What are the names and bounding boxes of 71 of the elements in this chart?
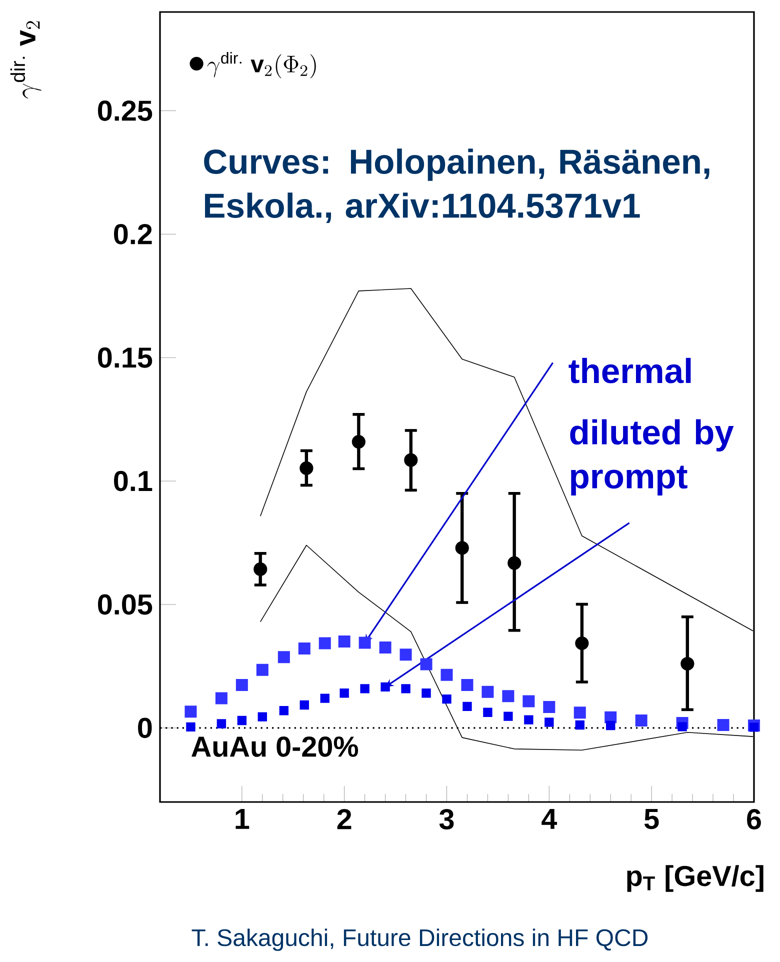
point: [184, 706, 197, 718]
point: [258, 712, 268, 722]
point: [338, 636, 350, 648]
x-tick-label: 2: [337, 809, 352, 830]
point: [508, 556, 522, 570]
point: [422, 688, 431, 698]
point: [298, 642, 310, 654]
point: [575, 636, 589, 650]
annotation: AuAu 0-20%: [192, 736, 358, 757]
point: [379, 641, 392, 654]
y-tick-label: 0.2: [114, 224, 152, 244]
point: [236, 678, 248, 691]
point: [543, 700, 556, 713]
y-tick-label: 0.25: [98, 100, 152, 121]
point: [401, 684, 410, 694]
point: [352, 435, 366, 449]
annotation: thermal: [568, 358, 691, 384]
point: [320, 694, 330, 703]
point: [574, 706, 586, 719]
point: [215, 692, 228, 704]
y-tick-label: 0.05: [98, 594, 152, 615]
point: [278, 651, 290, 664]
x-tick-label: 6: [747, 809, 761, 830]
point: [462, 702, 472, 712]
legend-label: $\gamma^{\mathrm{dir.}}\ \mathbf{v}_{2}(\Phi_{2})$: [207, 52, 316, 78]
point: [606, 720, 616, 730]
point: [575, 720, 584, 730]
point: [749, 722, 759, 732]
point: [680, 656, 694, 671]
y-tick-label: 0: [138, 718, 152, 738]
annotation: Curves: Holopainen, Räsänen, Eskola., arXiv:1104.5371v1: [204, 148, 710, 224]
point: [358, 636, 371, 649]
y-axis-title: $\gamma^{\mathrm{dir.}}\ \mathbf{v}_{2}$: [10, 21, 42, 99]
point: [300, 700, 309, 710]
point: [461, 678, 474, 691]
point: [186, 722, 196, 732]
point: [279, 706, 289, 716]
point: [256, 664, 268, 676]
point: [440, 668, 453, 681]
point: [400, 648, 412, 661]
x-tick-label: 5: [644, 809, 659, 830]
point: [318, 637, 331, 650]
x-tick-label: 1: [236, 809, 250, 829]
point: [524, 715, 534, 724]
x-tick-label: 3: [439, 809, 454, 830]
point: [300, 461, 314, 476]
point: [502, 690, 514, 702]
point: [635, 714, 648, 727]
point: [442, 694, 452, 704]
point: [360, 684, 370, 694]
point: [455, 541, 469, 555]
y-tick-label: 0.1: [114, 470, 152, 492]
point: [380, 682, 390, 692]
annotation: diluted by prompt: [570, 419, 734, 496]
y-tick-label: 0.15: [98, 347, 152, 368]
point: [544, 718, 554, 727]
point: [483, 708, 492, 717]
point: [522, 695, 535, 708]
point: [254, 562, 268, 576]
point: [420, 658, 432, 670]
point: [504, 712, 513, 721]
point: [717, 718, 730, 731]
point: [482, 686, 494, 698]
point: [216, 719, 226, 728]
point: [404, 453, 418, 467]
point: [678, 722, 687, 732]
point: [340, 688, 349, 698]
text: T. Sakaguchi, Future Directions in HF QCD: [192, 928, 648, 951]
x-axis-title: p$_{T}$ [GeV/c]: [627, 865, 764, 892]
point: [237, 716, 247, 726]
x-tick-label: 4: [542, 809, 558, 829]
